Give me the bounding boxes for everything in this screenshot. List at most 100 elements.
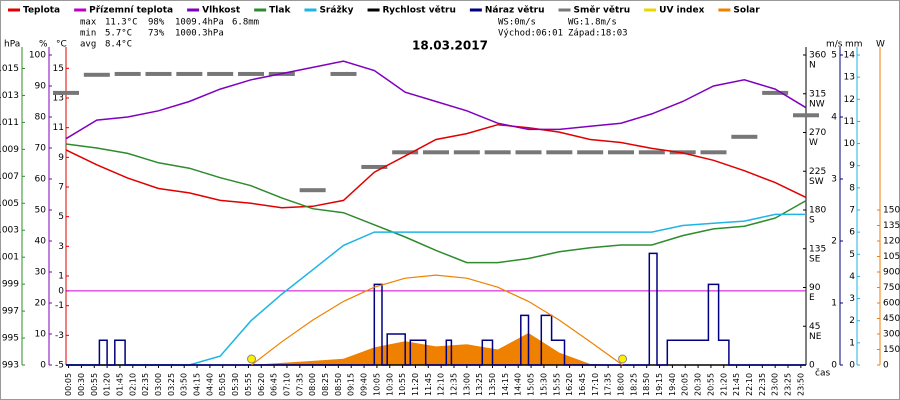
y-tick-label: 300	[883, 330, 900, 340]
x-tick-label: 17:35	[604, 373, 613, 396]
x-tick-label: 15:30	[539, 373, 548, 396]
y-tick-label: 0	[849, 361, 855, 371]
direction-dash	[83, 72, 110, 77]
y-axis-unit: W	[876, 40, 885, 50]
x-tick-label: 05:55	[244, 373, 253, 396]
y-tick-label: 30	[35, 268, 47, 278]
x-tick-label: 11:20	[411, 373, 420, 396]
x-tick-label: 07:10	[282, 373, 291, 396]
y-tick-label: 2	[831, 237, 837, 247]
x-tick-label: 14:15	[501, 373, 510, 396]
x-tick-label: 18:00	[617, 373, 626, 396]
y-axis-unit: mm	[845, 40, 863, 50]
direction-dash	[145, 71, 172, 76]
direction-dash	[731, 134, 758, 139]
y-tick-label: 5	[58, 212, 64, 222]
y-tick-label: 1	[58, 272, 64, 282]
direction-dash	[207, 71, 234, 76]
x-tick-label: 15:55	[552, 373, 561, 396]
y-tick-label: 8	[849, 183, 855, 193]
x-tick-label: 07:35	[295, 373, 304, 396]
x-tick-label: 10:30	[385, 373, 394, 396]
y-tick-label: 90	[809, 283, 821, 293]
x-tick-label: 00:30	[77, 373, 86, 396]
y-tick-label: -3	[55, 331, 64, 341]
y-tick-label: 7	[849, 206, 855, 216]
y-tick-label: 9	[58, 153, 64, 163]
y-tick-label: 997	[2, 307, 19, 317]
legend-label: Rychlost větru	[383, 5, 456, 16]
x-tick-label: 19:15	[655, 373, 664, 396]
legend-label: Vlhkost	[202, 6, 241, 16]
sun-marker	[247, 354, 257, 364]
x-tick-label: 16:20	[565, 373, 574, 396]
direction-dash	[608, 150, 634, 155]
x-tick-label: 18:50	[642, 373, 651, 396]
series-line	[65, 143, 807, 264]
x-tick-label: 06:45	[270, 373, 279, 396]
x-tick-label: 00:55	[90, 373, 99, 396]
y-tick-label: 15	[53, 64, 64, 74]
y-tick-label: 993	[2, 361, 19, 371]
x-tick-label: 04:40	[205, 373, 214, 396]
x-tick-label: 09:40	[360, 373, 369, 396]
solar-area	[66, 333, 806, 365]
y-tick-label: 2	[849, 316, 855, 326]
x-tick-label: 03:50	[180, 373, 189, 396]
y-tick-label: 225	[809, 167, 826, 177]
y-tick-label: 70	[35, 144, 47, 154]
y-tick-label: 1001	[0, 253, 19, 263]
x-tick-label: 23:25	[784, 373, 793, 396]
y-tick-label: 50	[35, 206, 47, 216]
legend-label: Směr větru	[573, 5, 630, 16]
x-tick-label: 08:00	[308, 373, 317, 396]
y-tick-label: 180	[809, 206, 826, 216]
y-tick-label: 5	[831, 51, 837, 61]
y-tick-label: 7	[58, 183, 64, 193]
sun-marker	[618, 354, 628, 364]
x-axis-label: čas	[815, 368, 830, 379]
x-tick-label: 20:55	[706, 373, 715, 396]
sun-info: Východ:06:01	[498, 29, 563, 39]
y-tick-label: 999	[2, 280, 19, 290]
y-axis-unit: %	[39, 40, 48, 50]
y-tick-label: 1	[831, 299, 837, 309]
direction-dash	[423, 150, 449, 155]
y-tick-label: 10	[35, 330, 47, 340]
wind-info: WS:0m/s	[498, 18, 536, 28]
stat-text: 5.7°C	[105, 29, 132, 39]
y-tick-label: 450	[883, 314, 900, 324]
x-tick-label: 01:45	[115, 373, 124, 396]
series-line	[66, 252, 806, 366]
direction-dash	[546, 150, 573, 155]
y-tick-label: 10	[844, 139, 856, 149]
direction-dash	[330, 71, 357, 76]
stat-text: 11.3°C	[105, 18, 138, 28]
series-line	[65, 123, 807, 209]
y-tick-label: 1005	[0, 199, 19, 209]
y-tick-label: 0	[40, 361, 46, 371]
legend-label: Přízemní teplota	[89, 6, 173, 16]
y-tick-label: 750	[883, 283, 900, 293]
direction-dash	[515, 150, 542, 155]
chart-title: 18.03.2017	[412, 39, 488, 53]
direction-label: N	[809, 61, 816, 71]
x-tick-label: 09:15	[347, 373, 356, 396]
x-tick-label: 20:05	[681, 373, 690, 396]
x-tick-label: 22:10	[745, 373, 754, 396]
y-tick-label: 11	[844, 117, 855, 127]
y-axis-unit: m/s	[826, 40, 843, 50]
y-tick-label: 0	[809, 361, 815, 371]
x-tick-label: 14:40	[514, 373, 523, 396]
x-tick-label: 05:30	[231, 373, 240, 396]
y-tick-label: 14	[844, 51, 856, 61]
y-tick-label: 135	[809, 244, 826, 254]
y-tick-label: 12	[844, 95, 855, 105]
x-tick-label: 20:30	[694, 373, 703, 396]
x-tick-label: 11:45	[424, 373, 433, 396]
y-tick-label: 4	[831, 113, 837, 123]
direction-dash	[762, 90, 789, 95]
